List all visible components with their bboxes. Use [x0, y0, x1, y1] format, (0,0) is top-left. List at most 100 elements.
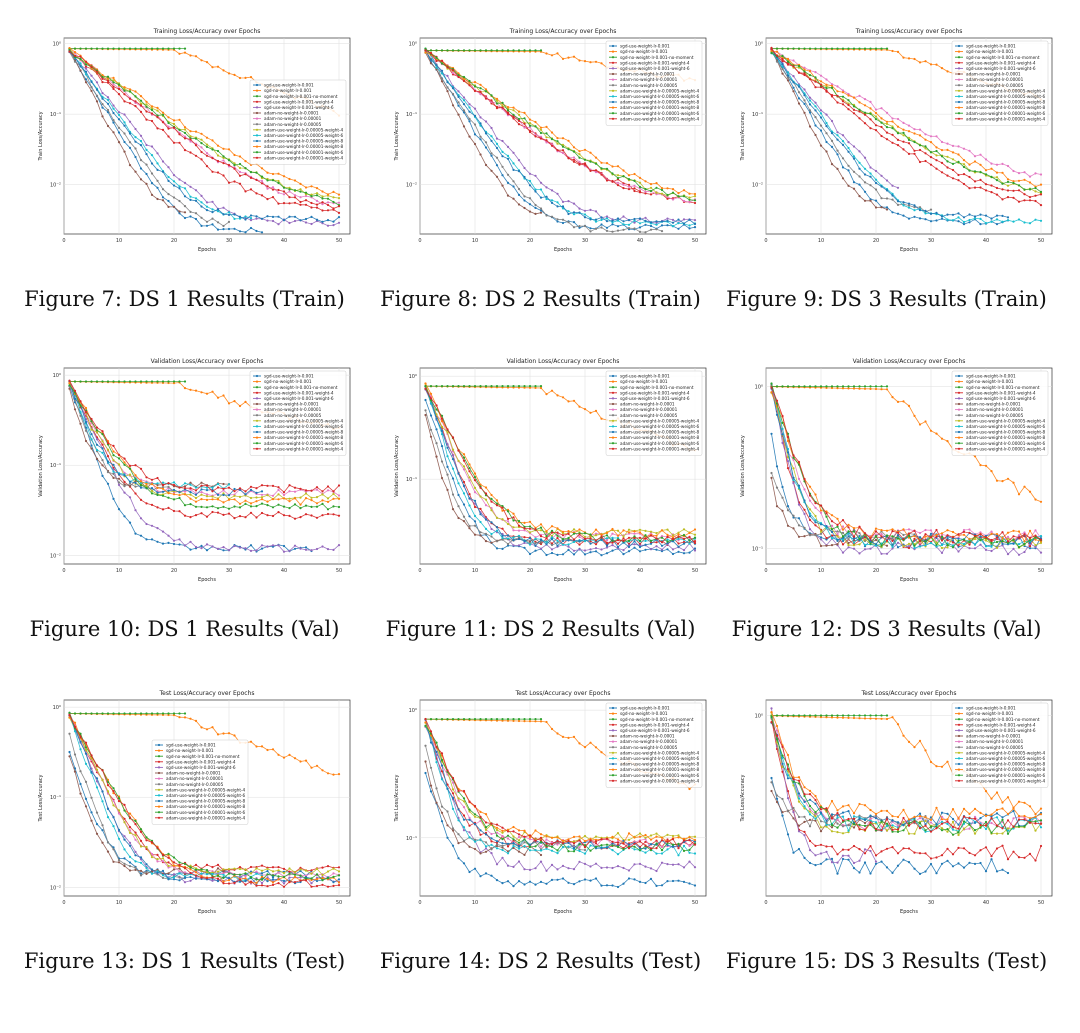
data-point	[907, 532, 911, 535]
data-point	[605, 179, 609, 182]
data-point	[183, 490, 187, 493]
data-point	[913, 149, 916, 152]
data-point	[968, 213, 971, 216]
y-tick-label: 10⁰	[755, 42, 763, 48]
legend-marker	[255, 95, 259, 98]
data-point	[216, 144, 220, 147]
data-point	[490, 493, 493, 497]
data-point	[1039, 190, 1043, 193]
data-point	[655, 191, 658, 194]
data-point	[95, 457, 99, 460]
data-point	[825, 90, 828, 93]
data-point	[446, 473, 449, 476]
data-point	[222, 505, 225, 508]
data-point	[178, 716, 181, 719]
data-point	[907, 217, 911, 220]
data-point	[506, 145, 510, 148]
data-point	[534, 720, 537, 723]
data-point	[106, 102, 110, 105]
data-point	[123, 474, 126, 477]
data-point	[594, 156, 598, 159]
data-point	[682, 880, 686, 883]
data-point	[161, 508, 165, 511]
data-point	[644, 192, 647, 195]
data-point	[90, 712, 93, 715]
data-point	[858, 117, 861, 120]
data-point	[792, 75, 795, 78]
data-point	[946, 546, 949, 549]
data-point	[123, 821, 126, 824]
legend-marker	[157, 799, 161, 803]
data-point	[304, 186, 308, 189]
data-point	[189, 481, 192, 484]
data-point	[572, 538, 576, 541]
data-point	[282, 879, 286, 883]
data-point	[161, 486, 165, 489]
data-point	[924, 535, 927, 538]
data-point	[150, 483, 154, 486]
x-tick-label: 20	[873, 238, 879, 244]
data-point	[841, 528, 845, 531]
data-point	[907, 57, 911, 60]
data-point	[819, 116, 823, 119]
data-point	[468, 79, 471, 83]
data-point	[484, 49, 488, 52]
data-point	[473, 472, 477, 475]
x-tick-label: 10	[472, 238, 478, 244]
data-point	[189, 879, 192, 882]
legend-label: adam-no-weight-lr-0.0001	[264, 111, 319, 116]
data-point	[688, 196, 691, 199]
data-point	[578, 540, 581, 543]
data-point	[244, 231, 247, 234]
data-point	[139, 874, 143, 877]
data-point	[315, 488, 319, 491]
data-point	[808, 99, 812, 102]
data-point	[211, 390, 214, 393]
data-point	[682, 218, 686, 221]
data-point	[847, 103, 850, 107]
legend-marker	[957, 397, 961, 400]
data-point	[326, 201, 330, 204]
data-point	[211, 872, 214, 876]
data-point	[332, 200, 335, 204]
data-point	[1017, 534, 1021, 537]
data-point	[589, 230, 592, 233]
data-point	[172, 180, 176, 183]
data-point	[112, 111, 115, 115]
data-point	[172, 47, 176, 50]
data-point	[227, 870, 231, 873]
data-point	[528, 118, 532, 121]
data-point	[528, 210, 532, 213]
data-point	[501, 547, 504, 550]
data-point	[649, 183, 653, 186]
data-point	[671, 552, 675, 556]
data-point	[918, 61, 922, 64]
data-point	[792, 86, 795, 89]
data-point	[786, 439, 790, 443]
data-point	[808, 534, 812, 537]
data-point	[512, 117, 515, 120]
caption-fig11: Figure 11: DS 2 Results (Val)	[385, 617, 696, 641]
data-point	[523, 117, 526, 120]
data-point	[1023, 178, 1026, 181]
data-point	[633, 530, 636, 533]
data-point	[863, 113, 867, 116]
data-point	[167, 127, 170, 130]
data-point	[688, 882, 691, 885]
data-point	[424, 49, 427, 52]
data-point	[929, 532, 933, 535]
legend-marker	[611, 95, 615, 98]
data-point	[266, 484, 269, 487]
data-point	[550, 201, 554, 204]
data-point	[666, 880, 669, 883]
data-point	[1028, 539, 1032, 542]
data-point	[556, 137, 559, 140]
data-point	[968, 541, 971, 544]
data-point	[156, 540, 159, 543]
data-point	[622, 537, 625, 540]
data-point	[874, 169, 878, 173]
data-point	[457, 104, 460, 107]
x-axis-label: Epochs	[198, 909, 216, 915]
data-point	[101, 380, 104, 383]
data-point	[578, 742, 581, 745]
